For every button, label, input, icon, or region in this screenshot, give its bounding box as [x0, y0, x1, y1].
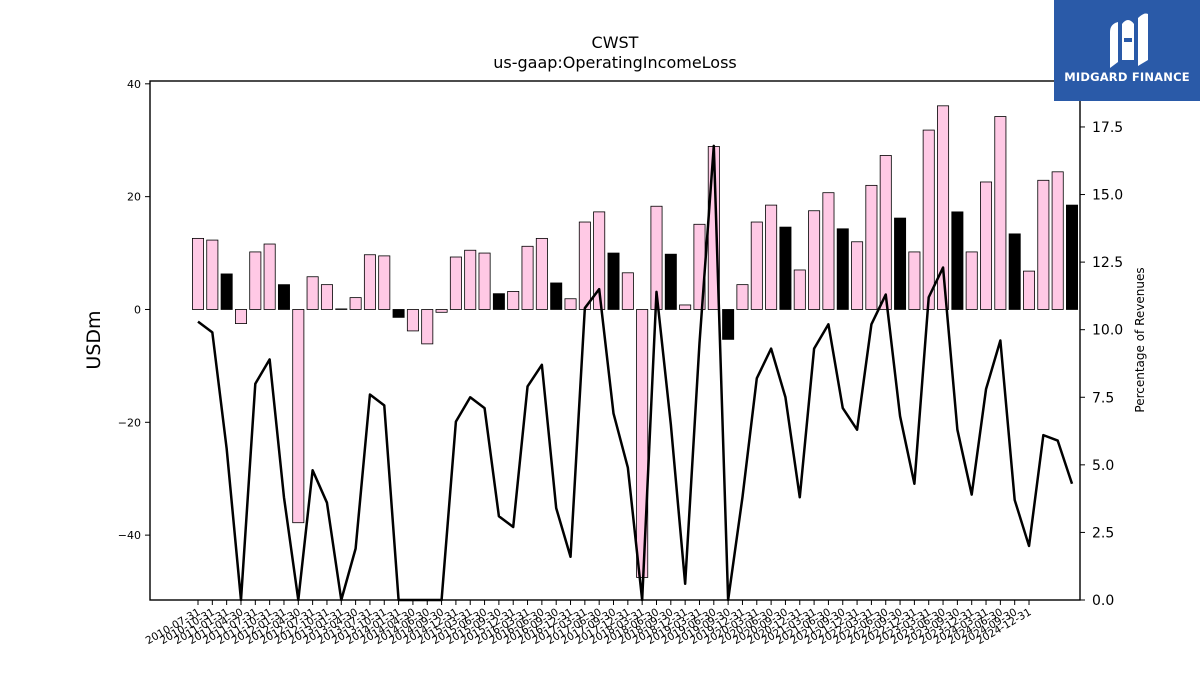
y-tick-label: 40 — [127, 78, 141, 91]
bar — [922, 129, 935, 310]
bar — [435, 309, 448, 313]
y2-tick-label: 0.0 — [1092, 593, 1114, 609]
bar — [320, 284, 333, 310]
chart-title: CWST — [592, 33, 639, 52]
y-axis-label: USDm — [83, 310, 105, 369]
bar — [722, 309, 735, 340]
bar — [836, 228, 849, 310]
y2-tick-label: 15.0 — [1092, 188, 1123, 204]
bar — [1051, 171, 1064, 310]
bar — [607, 252, 620, 310]
x-ticks: 2010-07-312010-10-312011-01-312011-04-30… — [144, 600, 1034, 647]
bar — [980, 181, 993, 310]
y-tick-label: −40 — [118, 529, 141, 542]
bar — [1037, 179, 1050, 310]
bar — [779, 226, 792, 310]
chart-subtitle: us-gaap:OperatingIncomeLoss — [493, 53, 737, 72]
bar — [822, 192, 835, 310]
y-ticks: 40 20 0 −20 −40 — [118, 78, 150, 542]
bar — [192, 237, 204, 310]
line-series — [197, 144, 1074, 602]
y2-tick-label: 5.0 — [1092, 458, 1114, 474]
bar — [507, 291, 520, 310]
bar — [421, 309, 434, 345]
y2-tick-label: 17.5 — [1092, 120, 1123, 136]
bar — [578, 221, 591, 310]
bar — [449, 256, 462, 310]
bar — [335, 308, 348, 310]
bar — [492, 293, 505, 310]
bar — [564, 298, 577, 310]
y-tick-label: 0 — [134, 303, 141, 316]
bar — [1066, 204, 1078, 310]
bar — [535, 237, 548, 310]
bar — [521, 245, 534, 310]
axes — [149, 80, 1081, 601]
bar — [406, 309, 419, 332]
bar — [750, 221, 763, 310]
y2-tick-label: 12.5 — [1092, 255, 1123, 271]
percentage-line — [197, 144, 1074, 602]
bar — [965, 251, 978, 310]
bar — [263, 243, 276, 310]
bar-series — [192, 105, 1078, 578]
bar — [464, 249, 477, 310]
midgard-finance-logo: MIDGARD FINANCE — [1054, 0, 1200, 101]
bar — [1023, 270, 1036, 310]
bar — [951, 211, 964, 310]
bar — [277, 284, 290, 310]
bar — [593, 211, 606, 310]
bar — [621, 272, 634, 310]
logo-mark-icon — [1110, 13, 1148, 68]
bar — [234, 309, 247, 324]
bar — [894, 217, 907, 310]
bar — [851, 241, 864, 310]
bar — [879, 155, 892, 310]
bar — [679, 304, 692, 310]
y-tick-label: 20 — [127, 191, 141, 204]
bar — [793, 269, 806, 310]
y2-axis-label: Percentage of Revenues — [1133, 267, 1147, 412]
bar — [392, 309, 405, 318]
bar — [306, 276, 319, 310]
bar — [478, 252, 491, 310]
bar — [220, 273, 233, 310]
plot-frame — [149, 80, 1081, 601]
bar — [363, 254, 376, 310]
bar — [808, 210, 821, 310]
bar — [736, 284, 749, 310]
bar — [994, 116, 1007, 310]
bar — [865, 184, 878, 310]
bar — [206, 239, 219, 310]
y-tick-label: −20 — [118, 416, 141, 429]
y2-tick-label: 10.0 — [1092, 323, 1123, 339]
bar — [249, 251, 262, 310]
bar — [349, 297, 362, 310]
bar — [937, 105, 950, 310]
bar — [1008, 233, 1021, 310]
y2-tick-label: 7.5 — [1092, 390, 1114, 406]
logo-text: MIDGARD FINANCE — [1064, 70, 1190, 84]
bar — [292, 309, 305, 524]
bar — [908, 251, 921, 310]
y2-ticks: 17.5 15.0 12.5 10.0 7.5 5.0 2.5 0.0 — [1080, 120, 1123, 609]
bar — [550, 282, 563, 310]
bar — [765, 204, 778, 310]
bar — [664, 253, 677, 310]
bar — [378, 255, 391, 310]
y2-tick-label: 2.5 — [1092, 525, 1114, 541]
